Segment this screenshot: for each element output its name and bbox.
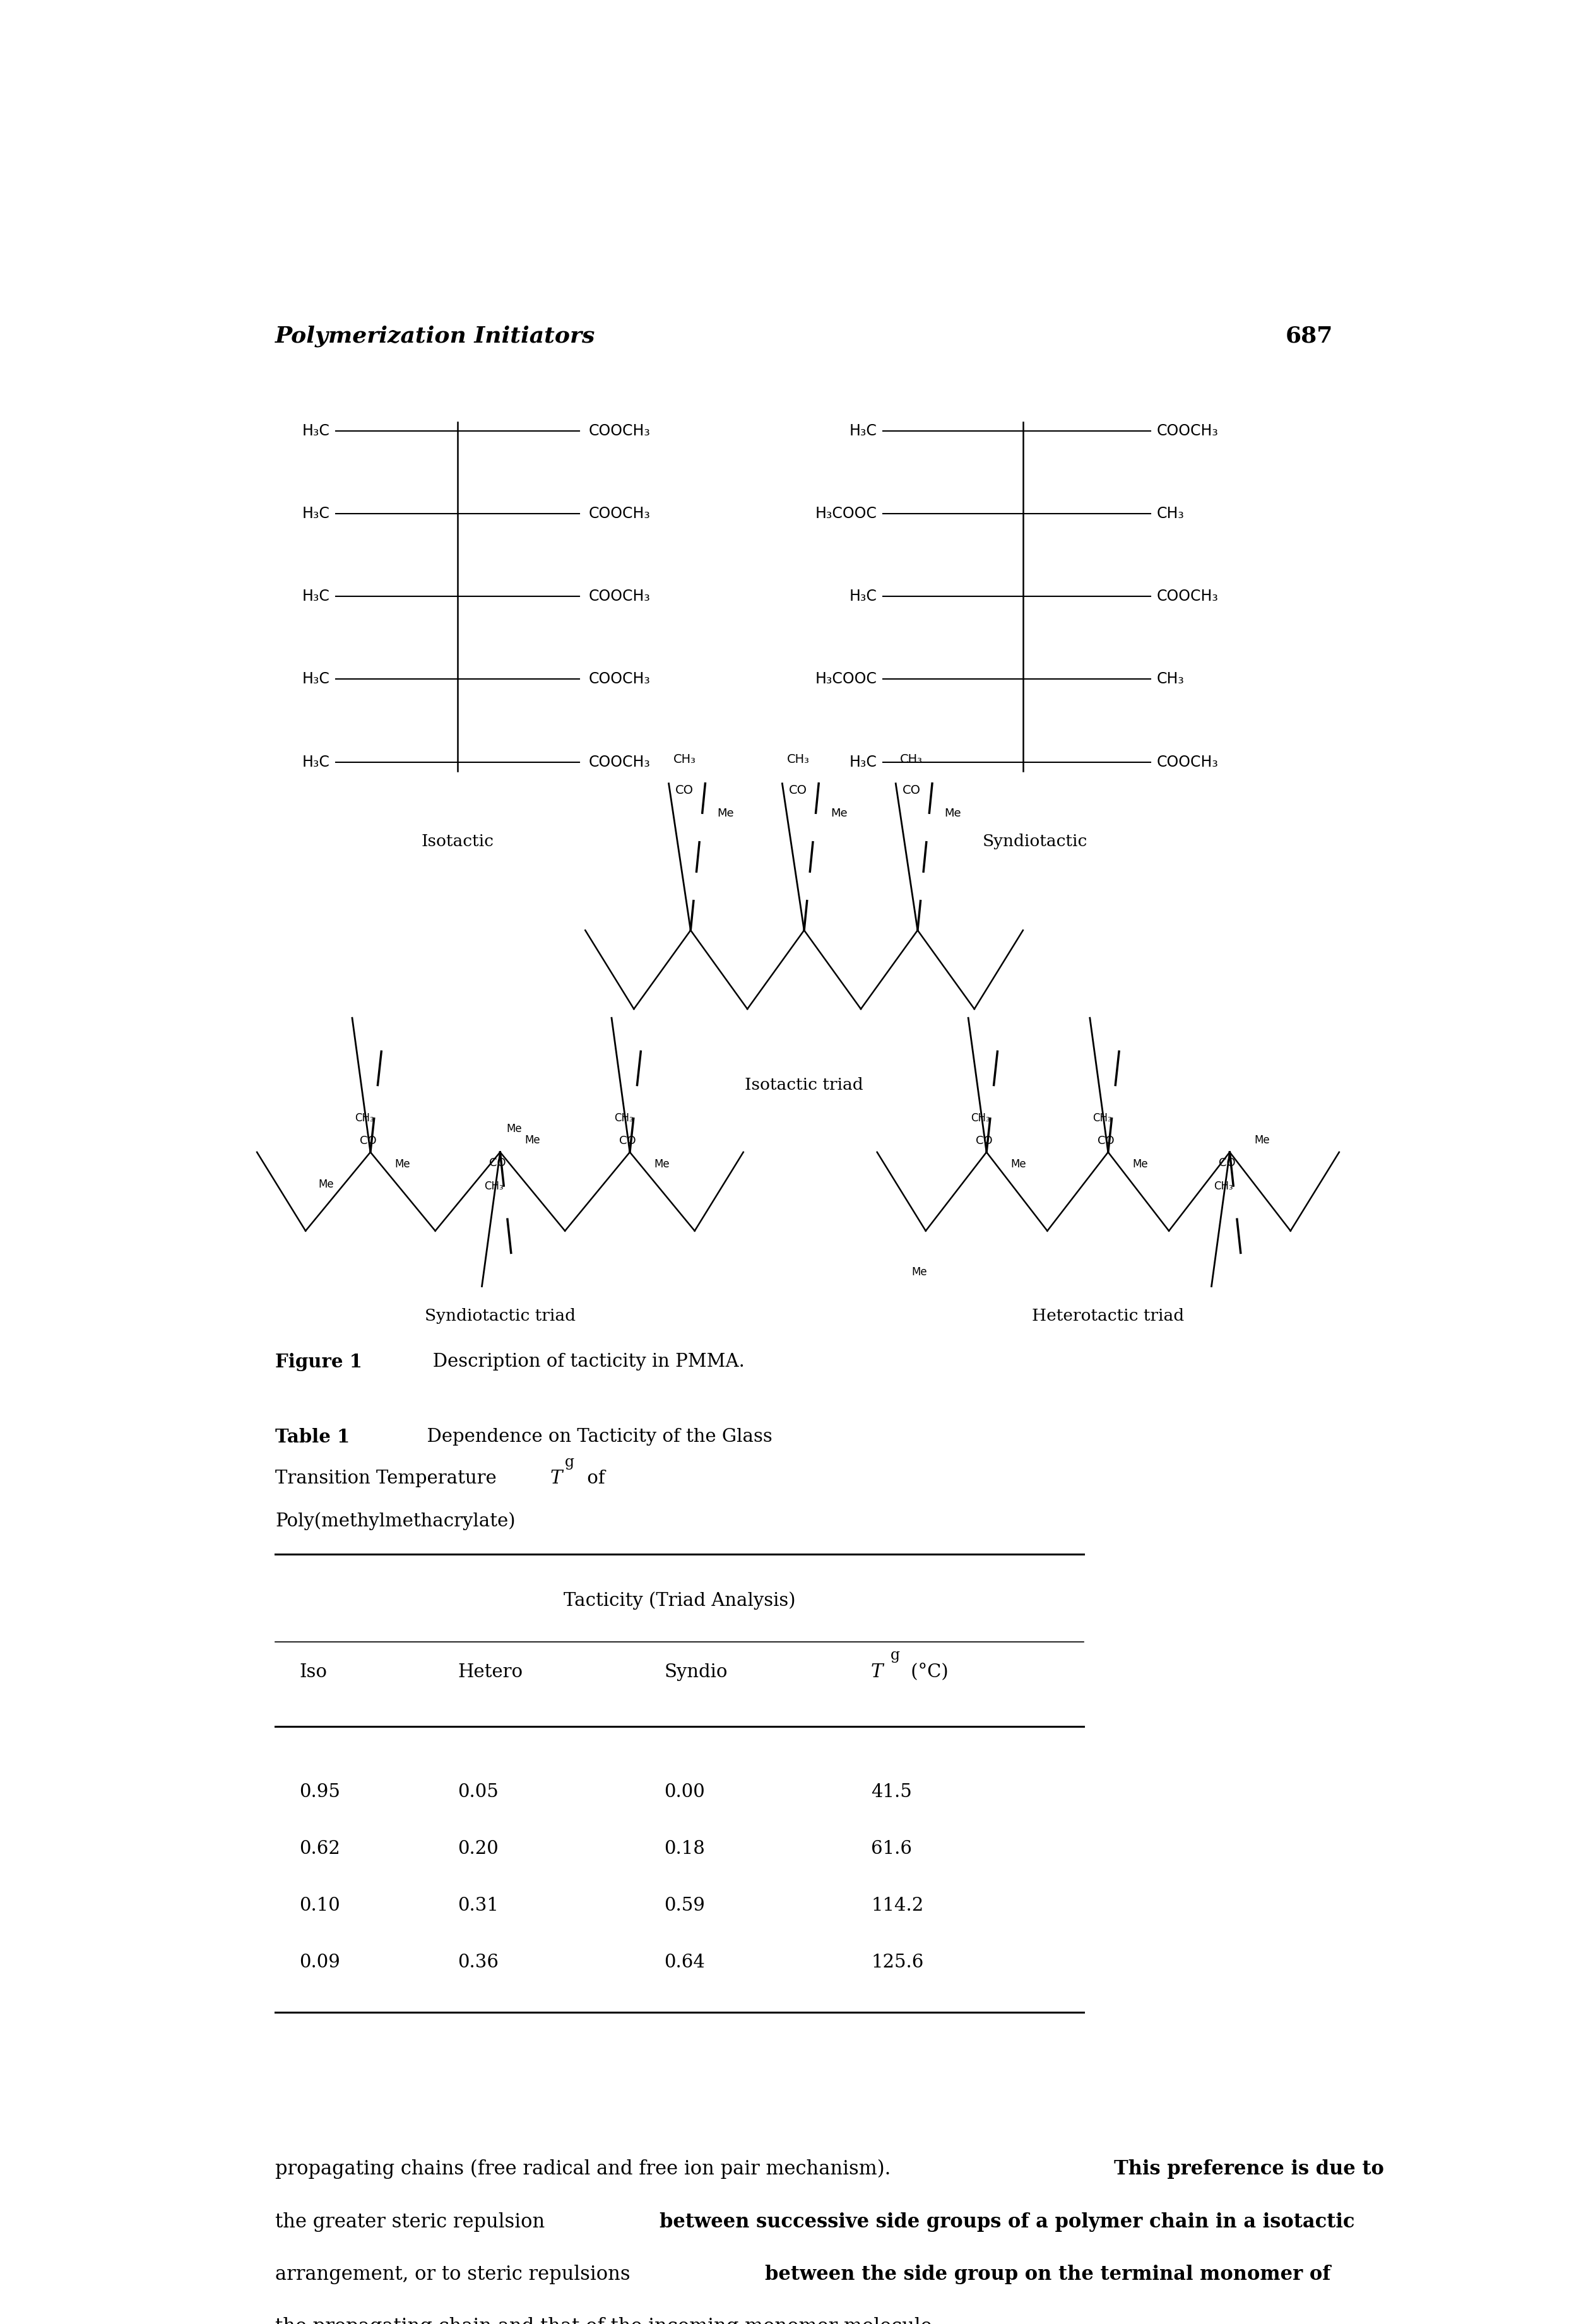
- Text: CH₃: CH₃: [485, 1181, 504, 1192]
- Text: Hetero: Hetero: [458, 1664, 522, 1680]
- Text: 114.2: 114.2: [871, 1896, 924, 1915]
- Text: Dependence on Tacticity of the Glass: Dependence on Tacticity of the Glass: [414, 1427, 772, 1446]
- Text: the propagating chain and that of the incoming monomer molecule.: the propagating chain and that of the in…: [275, 2317, 938, 2324]
- Text: H₃C: H₃C: [849, 423, 877, 439]
- Text: 41.5: 41.5: [871, 1783, 912, 1801]
- Text: Me: Me: [832, 809, 847, 820]
- Text: CO: CO: [1219, 1157, 1236, 1169]
- Text: 125.6: 125.6: [871, 1954, 924, 1971]
- Text: H₃C: H₃C: [303, 755, 329, 769]
- Text: CO: CO: [359, 1136, 377, 1146]
- Text: CO: CO: [1097, 1136, 1114, 1146]
- Text: propagating chains (free radical and free ion pair mechanism).: propagating chains (free radical and fre…: [275, 2159, 897, 2180]
- Text: Table 1: Table 1: [275, 1427, 350, 1446]
- Text: CH₃: CH₃: [786, 753, 810, 765]
- Text: Me: Me: [717, 809, 734, 820]
- Text: COOCH₃: COOCH₃: [1156, 423, 1219, 439]
- Text: Me: Me: [1254, 1134, 1269, 1146]
- Text: H₃C: H₃C: [303, 507, 329, 521]
- Text: This preference is due to: This preference is due to: [1114, 2159, 1384, 2180]
- Text: CH₃: CH₃: [673, 753, 697, 765]
- Text: Description of tacticity in PMMA.: Description of tacticity in PMMA.: [414, 1353, 744, 1371]
- Text: Me: Me: [319, 1178, 334, 1190]
- Text: COOCH₃: COOCH₃: [588, 588, 651, 604]
- Text: CH₃: CH₃: [1156, 672, 1185, 688]
- Text: 0.20: 0.20: [458, 1841, 499, 1857]
- Text: H₃C: H₃C: [849, 755, 877, 769]
- Text: 0.10: 0.10: [300, 1896, 340, 1915]
- Text: CO: CO: [789, 783, 806, 797]
- Text: COOCH₃: COOCH₃: [588, 755, 651, 769]
- Text: Poly(methylmethacrylate): Poly(methylmethacrylate): [275, 1513, 515, 1529]
- Text: T: T: [551, 1469, 562, 1487]
- Text: H₃COOC: H₃COOC: [816, 507, 877, 521]
- Text: Me: Me: [912, 1267, 927, 1278]
- Text: CH₃: CH₃: [613, 1113, 634, 1122]
- Text: COOCH₃: COOCH₃: [1156, 588, 1219, 604]
- Text: Me: Me: [524, 1134, 540, 1146]
- Text: Me: Me: [654, 1160, 670, 1169]
- Text: 687: 687: [1285, 325, 1334, 346]
- Text: 0.36: 0.36: [458, 1954, 499, 1971]
- Text: CH₃: CH₃: [1092, 1113, 1112, 1122]
- Text: CO: CO: [620, 1136, 635, 1146]
- Text: (°C): (°C): [905, 1664, 948, 1680]
- Text: Me: Me: [395, 1160, 410, 1169]
- Text: CH₃: CH₃: [355, 1113, 373, 1122]
- Text: Tacticity (Triad Analysis): Tacticity (Triad Analysis): [563, 1592, 795, 1611]
- Text: Figure 1: Figure 1: [275, 1353, 362, 1371]
- Text: Isotactic triad: Isotactic triad: [745, 1076, 863, 1092]
- Text: CO: CO: [490, 1157, 507, 1169]
- Text: CO: CO: [976, 1136, 993, 1146]
- Text: 0.18: 0.18: [664, 1841, 704, 1857]
- Text: Me: Me: [1010, 1160, 1026, 1169]
- Text: CH₃: CH₃: [971, 1113, 990, 1122]
- Text: 0.62: 0.62: [300, 1841, 340, 1857]
- Text: Me: Me: [945, 809, 962, 820]
- Text: Iso: Iso: [300, 1664, 328, 1680]
- Text: COOCH₃: COOCH₃: [588, 672, 651, 688]
- Text: arrangement, or to steric repulsions: arrangement, or to steric repulsions: [275, 2264, 637, 2284]
- Text: 0.09: 0.09: [300, 1954, 340, 1971]
- Text: H₃C: H₃C: [303, 588, 329, 604]
- Text: 0.64: 0.64: [664, 1954, 704, 1971]
- Text: CH₃: CH₃: [1156, 507, 1185, 521]
- Text: Me: Me: [507, 1122, 522, 1134]
- Text: H₃COOC: H₃COOC: [816, 672, 877, 688]
- Text: Me: Me: [1133, 1160, 1149, 1169]
- Text: 0.05: 0.05: [458, 1783, 499, 1801]
- Text: of: of: [582, 1469, 606, 1487]
- Text: 0.59: 0.59: [664, 1896, 704, 1915]
- Text: H₃C: H₃C: [303, 423, 329, 439]
- Text: 0.00: 0.00: [664, 1783, 704, 1801]
- Text: between the side group on the terminal monomer of: between the side group on the terminal m…: [766, 2264, 1331, 2284]
- Text: COOCH₃: COOCH₃: [588, 507, 651, 521]
- Text: the greater steric repulsion: the greater steric repulsion: [275, 2212, 551, 2231]
- Text: Syndio: Syndio: [664, 1664, 728, 1680]
- Text: Transition Temperature: Transition Temperature: [275, 1469, 502, 1487]
- Text: g: g: [565, 1455, 574, 1469]
- Text: 61.6: 61.6: [871, 1841, 912, 1857]
- Text: H₃C: H₃C: [849, 588, 877, 604]
- Text: COOCH₃: COOCH₃: [1156, 755, 1219, 769]
- Text: T: T: [871, 1664, 883, 1680]
- Text: 0.95: 0.95: [300, 1783, 340, 1801]
- Text: CH₃: CH₃: [1214, 1181, 1233, 1192]
- Text: CO: CO: [902, 783, 921, 797]
- Text: Isotactic: Isotactic: [420, 834, 494, 848]
- Text: 0.31: 0.31: [458, 1896, 499, 1915]
- Text: Syndiotactic triad: Syndiotactic triad: [425, 1308, 576, 1325]
- Text: CH₃: CH₃: [901, 753, 923, 765]
- Text: H₃C: H₃C: [303, 672, 329, 688]
- Text: Polymerization Initiators: Polymerization Initiators: [275, 325, 595, 346]
- Text: Heterotactic triad: Heterotactic triad: [1032, 1308, 1185, 1325]
- Text: COOCH₃: COOCH₃: [588, 423, 651, 439]
- Text: g: g: [891, 1648, 901, 1664]
- Text: CO: CO: [675, 783, 693, 797]
- Text: Syndiotactic: Syndiotactic: [982, 834, 1087, 848]
- Text: between successive side groups of a polymer chain in a isotactic: between successive side groups of a poly…: [659, 2212, 1354, 2231]
